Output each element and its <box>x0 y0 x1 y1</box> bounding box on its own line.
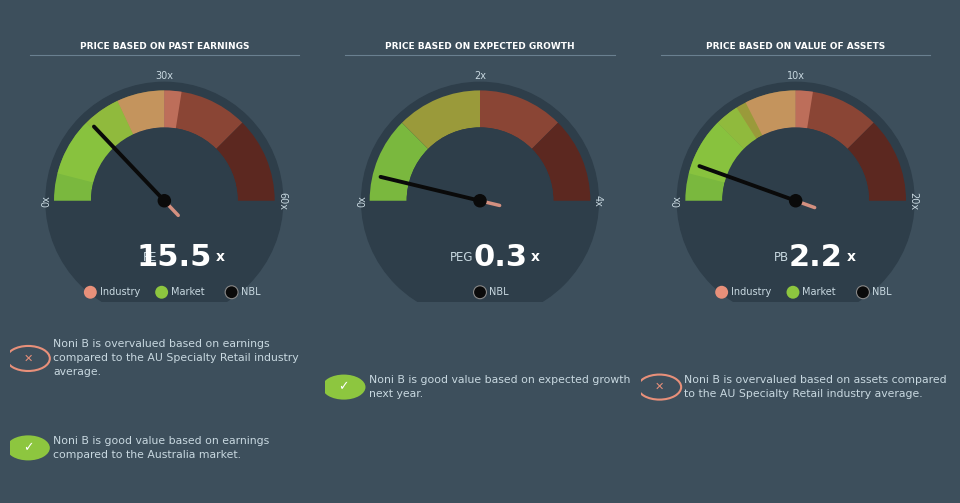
Text: Industry: Industry <box>732 287 771 297</box>
Text: PRICE BASED ON VALUE OF ASSETS: PRICE BASED ON VALUE OF ASSETS <box>706 42 885 51</box>
Text: ✕: ✕ <box>23 354 33 364</box>
Wedge shape <box>718 91 796 149</box>
Wedge shape <box>117 91 181 135</box>
Text: PB: PB <box>774 251 789 264</box>
Wedge shape <box>370 123 428 201</box>
Wedge shape <box>480 91 558 149</box>
Circle shape <box>158 195 170 207</box>
Circle shape <box>226 286 238 299</box>
Text: 2x: 2x <box>474 71 486 81</box>
Circle shape <box>91 128 237 274</box>
Wedge shape <box>402 91 480 149</box>
Text: Industry: Industry <box>100 287 140 297</box>
Text: 60x: 60x <box>277 192 287 210</box>
Text: PRICE BASED ON EXPECTED GROWTH: PRICE BASED ON EXPECTED GROWTH <box>385 42 575 51</box>
Wedge shape <box>847 123 906 201</box>
Text: PRICE BASED ON PAST EARNINGS: PRICE BASED ON PAST EARNINGS <box>80 42 249 51</box>
Text: x: x <box>531 250 540 264</box>
Text: ✓: ✓ <box>339 381 349 393</box>
Text: 30x: 30x <box>156 71 174 81</box>
Circle shape <box>715 286 728 299</box>
Text: 2.2: 2.2 <box>789 243 843 272</box>
Circle shape <box>723 128 869 274</box>
Text: Noni B is overvalued based on assets compared
to the AU Specialty Retail industr: Noni B is overvalued based on assets com… <box>684 375 947 399</box>
Circle shape <box>323 375 366 399</box>
Text: Noni B is good value based on expected growth
next year.: Noni B is good value based on expected g… <box>369 375 630 399</box>
Wedge shape <box>532 123 590 201</box>
Text: PE: PE <box>143 251 157 264</box>
Wedge shape <box>58 101 133 183</box>
Text: 4x: 4x <box>593 195 603 207</box>
Circle shape <box>7 436 50 460</box>
Text: ✓: ✓ <box>23 442 34 454</box>
Text: 15.5: 15.5 <box>136 243 211 272</box>
Circle shape <box>407 128 553 274</box>
Circle shape <box>362 82 598 319</box>
Circle shape <box>856 286 870 299</box>
Circle shape <box>156 286 168 299</box>
Circle shape <box>786 286 800 299</box>
Text: NBL: NBL <box>490 287 509 297</box>
Text: Market: Market <box>803 287 836 297</box>
Text: Noni B is overvalued based on earnings
compared to the AU Specialty Retail indus: Noni B is overvalued based on earnings c… <box>53 340 299 377</box>
Text: NBL: NBL <box>241 287 261 297</box>
Wedge shape <box>216 123 275 201</box>
Circle shape <box>723 128 869 274</box>
Text: Market: Market <box>171 287 204 297</box>
Text: 0x: 0x <box>673 195 683 207</box>
Circle shape <box>473 286 487 299</box>
Text: 0x: 0x <box>357 195 367 207</box>
Text: 0x: 0x <box>41 195 51 207</box>
Text: PEG: PEG <box>450 251 473 264</box>
Wedge shape <box>688 108 756 183</box>
Circle shape <box>677 82 914 319</box>
Circle shape <box>46 82 283 319</box>
Circle shape <box>790 195 802 207</box>
Circle shape <box>474 195 486 207</box>
Text: 0.3: 0.3 <box>473 243 527 272</box>
Circle shape <box>91 128 237 274</box>
Text: Noni B is good value based on earnings
compared to the Australia market.: Noni B is good value based on earnings c… <box>53 436 269 460</box>
Circle shape <box>84 286 97 299</box>
Text: 20x: 20x <box>909 192 919 210</box>
Wedge shape <box>54 123 113 201</box>
Wedge shape <box>685 123 744 201</box>
Text: ✕: ✕ <box>655 382 664 392</box>
Wedge shape <box>86 91 164 149</box>
Wedge shape <box>796 91 874 149</box>
Text: NBL: NBL <box>873 287 892 297</box>
Wedge shape <box>164 91 242 149</box>
Wedge shape <box>746 91 813 136</box>
Text: 10x: 10x <box>786 71 804 81</box>
Text: x: x <box>215 250 225 264</box>
Text: x: x <box>847 250 855 264</box>
Circle shape <box>407 128 553 274</box>
